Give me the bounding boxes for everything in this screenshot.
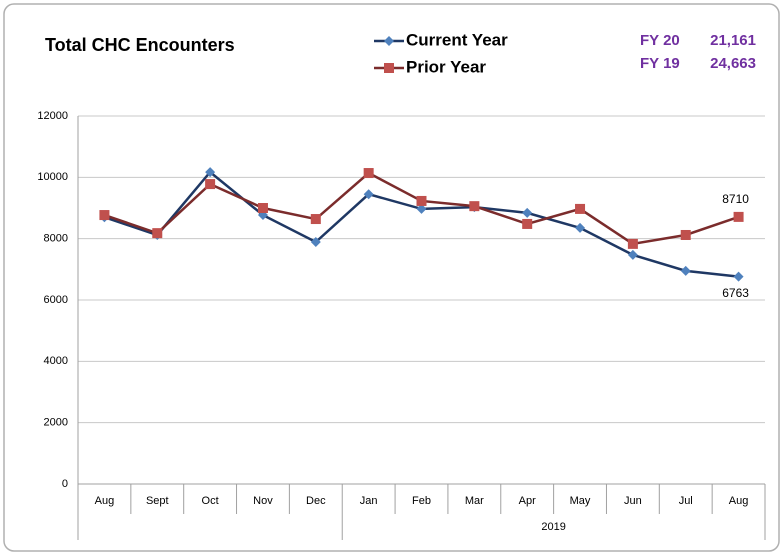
y-tick-label: 2000 [44,417,68,429]
data-point [575,222,586,233]
data-point [205,179,216,190]
data-point [469,201,480,212]
data-point [205,167,216,178]
data-point [416,203,427,214]
x-tick-label: Feb [412,495,431,507]
x-tick-label: Mar [465,495,484,507]
x-tick-label: Jan [360,495,378,507]
summary-label: FY 19 [640,55,680,72]
category-group-label: 2019 [541,521,565,533]
data-label: 8710 [722,192,749,206]
data-point [152,228,163,239]
legend-marker [384,63,394,73]
x-tick-label: Dec [306,495,326,507]
data-point [733,271,744,282]
y-tick-label: 6000 [44,294,68,306]
x-tick-label: May [570,495,591,507]
data-point [310,214,321,225]
x-tick-label: Sept [146,495,169,507]
data-point [680,265,691,276]
legend-marker [384,36,394,46]
data-point [99,210,110,221]
x-tick-label: Jul [679,495,693,507]
x-tick-label: Apr [519,495,536,507]
y-tick-label: 12000 [37,110,68,122]
data-point [363,189,374,200]
data-point [416,195,427,206]
chart-frame [3,3,780,552]
data-point [363,168,374,179]
data-point [627,249,638,260]
x-tick-label: Aug [95,495,115,507]
data-point [522,218,533,229]
chart-title: Total CHC Encounters [45,35,235,55]
data-point [575,203,586,214]
summary-value: 24,663 [710,55,756,72]
data-label: 6763 [722,286,749,300]
data-point [733,211,744,222]
data-point [310,237,321,248]
y-tick-label: 0 [62,478,68,490]
summary-label: FY 20 [640,32,680,49]
x-tick-label: Nov [253,495,273,507]
data-point [680,229,691,240]
y-tick-label: 8000 [44,233,68,245]
y-tick-label: 4000 [44,355,68,367]
x-tick-label: Oct [202,495,219,507]
summary-value: 21,161 [710,32,756,49]
data-point [522,207,533,218]
x-tick-label: Jun [624,495,642,507]
x-tick-label: Aug [729,495,749,507]
legend-label: Prior Year [406,57,486,76]
data-point [627,238,638,249]
data-point [257,203,268,213]
y-tick-label: 10000 [37,171,68,183]
legend-label: Current Year [406,30,508,49]
